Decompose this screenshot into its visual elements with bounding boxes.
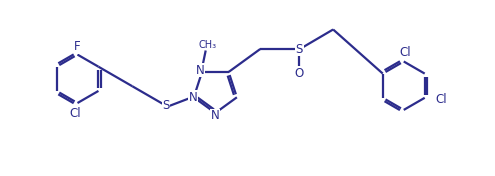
Text: Cl: Cl <box>400 46 411 59</box>
Text: N: N <box>196 64 204 77</box>
Text: O: O <box>295 67 304 80</box>
Text: Cl: Cl <box>70 107 82 120</box>
Text: N: N <box>189 91 197 104</box>
Text: N: N <box>211 109 220 122</box>
Text: F: F <box>74 40 81 53</box>
Text: Cl: Cl <box>436 93 447 106</box>
Text: S: S <box>162 99 170 112</box>
Text: S: S <box>296 43 303 55</box>
Text: CH₃: CH₃ <box>198 40 217 50</box>
